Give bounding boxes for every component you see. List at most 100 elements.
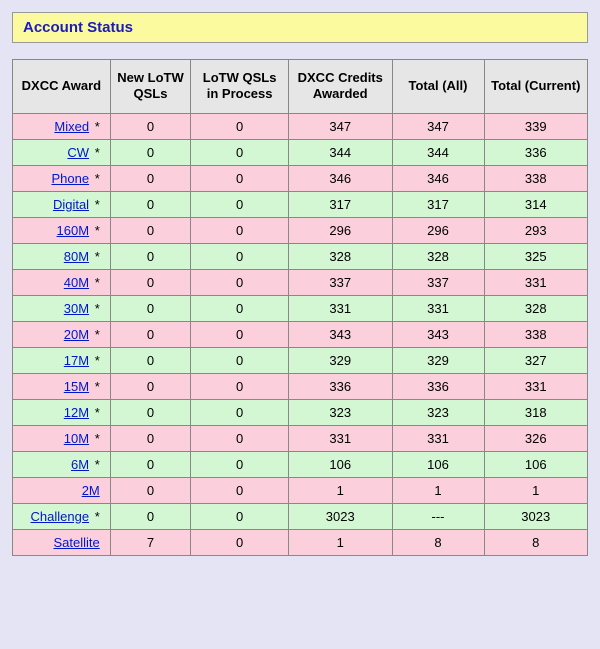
total-current-cell: 326 — [484, 425, 588, 451]
total-all-cell: 337 — [392, 269, 484, 295]
award-link[interactable]: Phone — [51, 171, 89, 186]
star-icon: * — [95, 431, 100, 446]
award-link[interactable]: Mixed — [54, 119, 89, 134]
award-link[interactable]: CW — [67, 145, 89, 160]
new-qsls-cell: 0 — [110, 269, 191, 295]
star-icon: * — [95, 457, 100, 472]
total-current-cell: 331 — [484, 373, 588, 399]
star-icon: * — [95, 249, 100, 264]
table-row: Phone *00346346338 — [13, 165, 588, 191]
total-current-cell: 325 — [484, 243, 588, 269]
table-header-row: DXCC Award New LoTW QSLs LoTW QSLs in Pr… — [13, 60, 588, 114]
award-cell: 80M * — [13, 243, 111, 269]
account-status-page: Account Status DXCC Award New LoTW QSLs … — [0, 0, 600, 568]
star-icon: * — [95, 145, 100, 160]
total-current-cell: 318 — [484, 399, 588, 425]
total-current-cell: 327 — [484, 347, 588, 373]
col-total-all: Total (All) — [392, 60, 484, 114]
award-link[interactable]: 17M — [64, 353, 89, 368]
col-credits: DXCC Credits Awarded — [289, 60, 393, 114]
in-process-cell: 0 — [191, 451, 289, 477]
total-all-cell: 344 — [392, 139, 484, 165]
award-cell: 15M * — [13, 373, 111, 399]
total-current-cell: 338 — [484, 165, 588, 191]
total-current-cell: 1 — [484, 477, 588, 503]
award-link[interactable]: 10M — [64, 431, 89, 446]
award-cell: 10M * — [13, 425, 111, 451]
star-icon: * — [95, 353, 100, 368]
total-all-cell: 331 — [392, 295, 484, 321]
total-current-cell: 328 — [484, 295, 588, 321]
total-all-cell: 336 — [392, 373, 484, 399]
award-link[interactable]: 160M — [57, 223, 90, 238]
total-current-cell: 339 — [484, 113, 588, 139]
award-cell: 160M * — [13, 217, 111, 243]
credits-cell: 346 — [289, 165, 393, 191]
new-qsls-cell: 0 — [110, 347, 191, 373]
award-link[interactable]: Satellite — [54, 535, 100, 550]
total-all-cell: 347 — [392, 113, 484, 139]
award-cell: Phone * — [13, 165, 111, 191]
award-link[interactable]: 15M — [64, 379, 89, 394]
award-cell: Satellite — [13, 529, 111, 555]
star-icon: * — [95, 275, 100, 290]
award-link[interactable]: 80M — [64, 249, 89, 264]
total-current-cell: 3023 — [484, 503, 588, 529]
total-all-cell: 106 — [392, 451, 484, 477]
award-link[interactable]: 40M — [64, 275, 89, 290]
credits-cell: 3023 — [289, 503, 393, 529]
total-current-cell: 331 — [484, 269, 588, 295]
table-row: 40M *00337337331 — [13, 269, 588, 295]
col-dxcc-award: DXCC Award — [13, 60, 111, 114]
table-row: 12M *00323323318 — [13, 399, 588, 425]
new-qsls-cell: 0 — [110, 425, 191, 451]
table-row: Challenge *003023---3023 — [13, 503, 588, 529]
award-cell: 2M — [13, 477, 111, 503]
new-qsls-cell: 7 — [110, 529, 191, 555]
new-qsls-cell: 0 — [110, 243, 191, 269]
in-process-cell: 0 — [191, 295, 289, 321]
table-row: 2M00111 — [13, 477, 588, 503]
new-qsls-cell: 0 — [110, 217, 191, 243]
award-link[interactable]: Challenge — [31, 509, 90, 524]
table-row: 80M *00328328325 — [13, 243, 588, 269]
in-process-cell: 0 — [191, 191, 289, 217]
award-cell: 6M * — [13, 451, 111, 477]
total-current-cell: 338 — [484, 321, 588, 347]
in-process-cell: 0 — [191, 373, 289, 399]
award-link[interactable]: 2M — [82, 483, 100, 498]
award-link[interactable]: 12M — [64, 405, 89, 420]
new-qsls-cell: 0 — [110, 191, 191, 217]
star-icon: * — [95, 405, 100, 420]
credits-cell: 328 — [289, 243, 393, 269]
table-row: 30M *00331331328 — [13, 295, 588, 321]
total-all-cell: 329 — [392, 347, 484, 373]
table-row: CW *00344344336 — [13, 139, 588, 165]
new-qsls-cell: 0 — [110, 451, 191, 477]
in-process-cell: 0 — [191, 321, 289, 347]
award-link[interactable]: 30M — [64, 301, 89, 316]
total-all-cell: 8 — [392, 529, 484, 555]
total-all-cell: 346 — [392, 165, 484, 191]
in-process-cell: 0 — [191, 217, 289, 243]
total-all-cell: 328 — [392, 243, 484, 269]
credits-cell: 323 — [289, 399, 393, 425]
account-status-table: DXCC Award New LoTW QSLs LoTW QSLs in Pr… — [12, 59, 588, 556]
credits-cell: 331 — [289, 425, 393, 451]
in-process-cell: 0 — [191, 529, 289, 555]
award-cell: 20M * — [13, 321, 111, 347]
table-row: Digital *00317317314 — [13, 191, 588, 217]
credits-cell: 336 — [289, 373, 393, 399]
credits-cell: 106 — [289, 451, 393, 477]
new-qsls-cell: 0 — [110, 321, 191, 347]
award-cell: 40M * — [13, 269, 111, 295]
total-current-cell: 336 — [484, 139, 588, 165]
table-row: 160M *00296296293 — [13, 217, 588, 243]
new-qsls-cell: 0 — [110, 373, 191, 399]
award-cell: 30M * — [13, 295, 111, 321]
award-link[interactable]: 6M — [71, 457, 89, 472]
award-link[interactable]: 20M — [64, 327, 89, 342]
star-icon: * — [95, 119, 100, 134]
credits-cell: 344 — [289, 139, 393, 165]
award-link[interactable]: Digital — [53, 197, 89, 212]
